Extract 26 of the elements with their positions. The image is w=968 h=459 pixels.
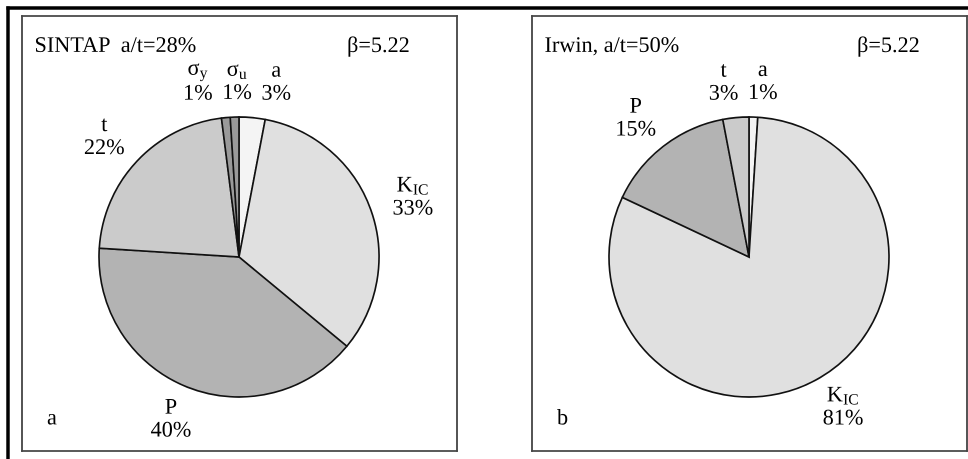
data-label: 1%	[185, 84, 212, 100]
data-label: 33%	[394, 200, 432, 215]
chart-subtitle: β=5.22	[348, 36, 409, 57]
chart-subtitle: β=5.22	[858, 36, 919, 57]
slice-label: P	[165, 399, 176, 414]
slice-label: a	[758, 66, 768, 76]
chart-title: Irwin, a/t=50%	[545, 37, 678, 56]
data-label: 22%	[84, 139, 124, 154]
data-label: 81%	[824, 410, 863, 425]
data-label: 3%	[262, 84, 290, 100]
slice-label: P	[630, 98, 642, 113]
slice-label: t	[720, 64, 727, 77]
text: b	[557, 408, 568, 425]
text: a	[48, 414, 57, 425]
slice-label: σ$_{y}$	[188, 63, 208, 82]
data-label: 3%	[710, 84, 738, 100]
data-label: 40%	[151, 422, 191, 437]
slice-label: σ$_{u}$	[228, 64, 246, 79]
data-label: 1%	[750, 84, 777, 100]
data-label: 15%	[617, 120, 656, 136]
data-label: 1%	[224, 84, 252, 100]
slice-label: t	[101, 118, 108, 132]
slice-label: K$_{IC}$	[397, 176, 428, 195]
slice-label: a	[272, 66, 281, 77]
chart-title: SINTAP a/t=28%	[36, 37, 196, 52]
slice-label: K$_{IC}$	[827, 386, 858, 405]
